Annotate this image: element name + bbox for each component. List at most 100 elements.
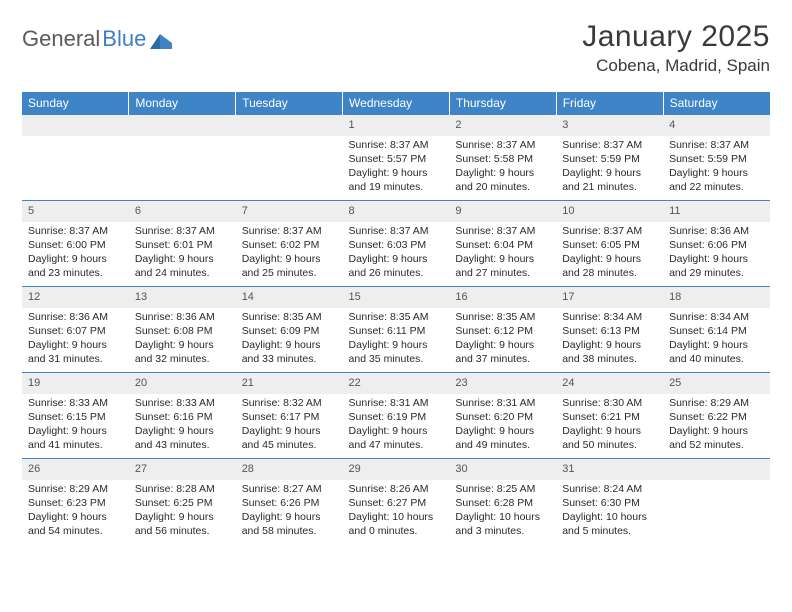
sunrise-line: Sunrise: 8:31 AM (455, 396, 550, 410)
daylight-line: Daylight: 10 hours and 3 minutes. (455, 510, 550, 538)
day-header: Friday (556, 92, 663, 115)
sunrise-line: Sunrise: 8:37 AM (455, 138, 550, 152)
day-number (129, 115, 236, 136)
daylight-line: Daylight: 9 hours and 40 minutes. (669, 338, 764, 366)
day-number: 16 (449, 287, 556, 308)
day-number: 27 (129, 459, 236, 480)
sunset-line: Sunset: 6:05 PM (562, 238, 657, 252)
daylight-line: Daylight: 9 hours and 41 minutes. (28, 424, 123, 452)
sunrise-line: Sunrise: 8:24 AM (562, 482, 657, 496)
daylight-line: Daylight: 9 hours and 33 minutes. (242, 338, 337, 366)
calendar-cell-empty (663, 459, 770, 545)
calendar-row: 26Sunrise: 8:29 AMSunset: 6:23 PMDayligh… (22, 459, 770, 545)
sunset-line: Sunset: 6:07 PM (28, 324, 123, 338)
calendar-cell: 8Sunrise: 8:37 AMSunset: 6:03 PMDaylight… (343, 201, 450, 287)
sunrise-line: Sunrise: 8:33 AM (28, 396, 123, 410)
sunset-line: Sunset: 6:30 PM (562, 496, 657, 510)
sunrise-line: Sunrise: 8:37 AM (135, 224, 230, 238)
daylight-line: Daylight: 9 hours and 20 minutes. (455, 166, 550, 194)
calendar-cell: 14Sunrise: 8:35 AMSunset: 6:09 PMDayligh… (236, 287, 343, 373)
day-number: 28 (236, 459, 343, 480)
calendar-cell: 28Sunrise: 8:27 AMSunset: 6:26 PMDayligh… (236, 459, 343, 545)
calendar-cell: 9Sunrise: 8:37 AMSunset: 6:04 PMDaylight… (449, 201, 556, 287)
day-header: Monday (129, 92, 236, 115)
day-number: 5 (22, 201, 129, 222)
day-number: 30 (449, 459, 556, 480)
sunrise-line: Sunrise: 8:31 AM (349, 396, 444, 410)
calendar-cell: 1Sunrise: 8:37 AMSunset: 5:57 PMDaylight… (343, 115, 450, 201)
day-number: 31 (556, 459, 663, 480)
sunrise-line: Sunrise: 8:29 AM (669, 396, 764, 410)
calendar-cell: 30Sunrise: 8:25 AMSunset: 6:28 PMDayligh… (449, 459, 556, 545)
sunset-line: Sunset: 6:15 PM (28, 410, 123, 424)
sunset-line: Sunset: 5:57 PM (349, 152, 444, 166)
daylight-line: Daylight: 9 hours and 52 minutes. (669, 424, 764, 452)
title-block: January 2025 Cobena, Madrid, Spain (582, 20, 770, 76)
calendar-cell: 25Sunrise: 8:29 AMSunset: 6:22 PMDayligh… (663, 373, 770, 459)
calendar-page: GeneralBlue January 2025 Cobena, Madrid,… (0, 0, 792, 545)
daylight-line: Daylight: 9 hours and 21 minutes. (562, 166, 657, 194)
daylight-line: Daylight: 9 hours and 49 minutes. (455, 424, 550, 452)
day-number: 20 (129, 373, 236, 394)
sunset-line: Sunset: 6:11 PM (349, 324, 444, 338)
calendar-cell: 10Sunrise: 8:37 AMSunset: 6:05 PMDayligh… (556, 201, 663, 287)
day-number: 12 (22, 287, 129, 308)
calendar-cell: 4Sunrise: 8:37 AMSunset: 5:59 PMDaylight… (663, 115, 770, 201)
calendar-cell: 17Sunrise: 8:34 AMSunset: 6:13 PMDayligh… (556, 287, 663, 373)
calendar-cell-empty (22, 115, 129, 201)
day-number: 9 (449, 201, 556, 222)
calendar-row: 5Sunrise: 8:37 AMSunset: 6:00 PMDaylight… (22, 201, 770, 287)
sunrise-line: Sunrise: 8:36 AM (28, 310, 123, 324)
calendar-cell: 5Sunrise: 8:37 AMSunset: 6:00 PMDaylight… (22, 201, 129, 287)
day-number: 18 (663, 287, 770, 308)
day-number: 17 (556, 287, 663, 308)
daylight-line: Daylight: 9 hours and 54 minutes. (28, 510, 123, 538)
calendar-cell: 22Sunrise: 8:31 AMSunset: 6:19 PMDayligh… (343, 373, 450, 459)
calendar-cell: 15Sunrise: 8:35 AMSunset: 6:11 PMDayligh… (343, 287, 450, 373)
sunset-line: Sunset: 6:09 PM (242, 324, 337, 338)
daylight-line: Daylight: 10 hours and 0 minutes. (349, 510, 444, 538)
day-number: 15 (343, 287, 450, 308)
day-number: 2 (449, 115, 556, 136)
daylight-line: Daylight: 9 hours and 31 minutes. (28, 338, 123, 366)
sunrise-line: Sunrise: 8:30 AM (562, 396, 657, 410)
day-header: Saturday (663, 92, 770, 115)
sunrise-line: Sunrise: 8:37 AM (562, 224, 657, 238)
day-number: 11 (663, 201, 770, 222)
day-number: 24 (556, 373, 663, 394)
daylight-line: Daylight: 9 hours and 19 minutes. (349, 166, 444, 194)
calendar-cell: 19Sunrise: 8:33 AMSunset: 6:15 PMDayligh… (22, 373, 129, 459)
daylight-line: Daylight: 9 hours and 56 minutes. (135, 510, 230, 538)
sunrise-line: Sunrise: 8:35 AM (349, 310, 444, 324)
sunrise-line: Sunrise: 8:37 AM (349, 138, 444, 152)
sunrise-line: Sunrise: 8:35 AM (455, 310, 550, 324)
calendar-head: SundayMondayTuesdayWednesdayThursdayFrid… (22, 92, 770, 115)
logo-text-2: Blue (102, 26, 146, 52)
day-number: 26 (22, 459, 129, 480)
day-number: 21 (236, 373, 343, 394)
day-number: 8 (343, 201, 450, 222)
day-number (663, 459, 770, 480)
calendar-cell: 21Sunrise: 8:32 AMSunset: 6:17 PMDayligh… (236, 373, 343, 459)
calendar-cell: 31 Sunrise: 8:24 AMSunset: 6:30 PMDayligh… (556, 459, 663, 545)
daylight-line: Daylight: 9 hours and 37 minutes. (455, 338, 550, 366)
header: GeneralBlue January 2025 Cobena, Madrid,… (22, 20, 770, 76)
daylight-line: Daylight: 9 hours and 29 minutes. (669, 252, 764, 280)
sunset-line: Sunset: 6:04 PM (455, 238, 550, 252)
day-number: 4 (663, 115, 770, 136)
sunrise-line: Sunrise: 8:37 AM (242, 224, 337, 238)
daylight-line: Daylight: 9 hours and 24 minutes. (135, 252, 230, 280)
sunset-line: Sunset: 6:25 PM (135, 496, 230, 510)
day-number: 7 (236, 201, 343, 222)
calendar-cell: 12 Sunrise: 8:36 AMSunset: 6:07 PMDayligh… (22, 287, 129, 373)
day-number: 22 (343, 373, 450, 394)
sunset-line: Sunset: 6:06 PM (669, 238, 764, 252)
daylight-line: Daylight: 9 hours and 47 minutes. (349, 424, 444, 452)
sunset-line: Sunset: 6:12 PM (455, 324, 550, 338)
day-number: 3 (556, 115, 663, 136)
sunrise-line: Sunrise: 8:32 AM (242, 396, 337, 410)
calendar-cell: 18Sunrise: 8:34 AMSunset: 6:14 PMDayligh… (663, 287, 770, 373)
sunrise-line: Sunrise: 8:37 AM (562, 138, 657, 152)
calendar-cell: 7Sunrise: 8:37 AMSunset: 6:02 PMDaylight… (236, 201, 343, 287)
daylight-line: Daylight: 10 hours and 5 minutes. (562, 510, 657, 538)
